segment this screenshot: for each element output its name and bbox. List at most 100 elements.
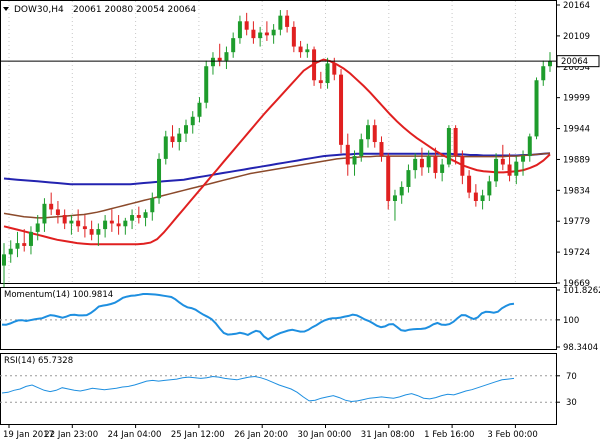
candle-body — [210, 57, 215, 67]
candle-body — [325, 63, 330, 84]
candle-body — [76, 220, 81, 227]
candle-body — [521, 156, 526, 162]
candle-body — [15, 243, 20, 249]
candle-body — [426, 156, 431, 168]
time-tick-label: 22 Jan 23:00 — [44, 430, 98, 440]
rsi-panel-frame — [0, 353, 557, 425]
momentum-y-tick-label: 100 — [563, 316, 579, 326]
price-y-tick-label: 20109 — [563, 32, 590, 42]
price-tag: 20064 — [556, 55, 600, 68]
symbol-label: DOW30,H4 — [14, 5, 64, 15]
candle-body — [42, 203, 47, 224]
candle-body — [217, 57, 222, 61]
momentum-y-tick-label: 101.8262 — [563, 286, 600, 296]
candle-body — [285, 15, 290, 27]
candle-body — [507, 164, 512, 176]
candle-body — [278, 15, 283, 30]
candle-body — [453, 127, 458, 157]
candle-body — [527, 136, 532, 157]
candle-body — [487, 181, 492, 196]
candle-body — [460, 156, 465, 176]
candle-body — [224, 52, 229, 61]
momentum-title: Momentum(14) 100.9814 — [4, 290, 113, 300]
momentum-line — [1, 293, 515, 341]
candle-body — [204, 66, 209, 103]
candle-body — [332, 63, 337, 75]
candle-body — [177, 133, 182, 143]
candle-body — [500, 158, 505, 165]
candle-body — [190, 116, 195, 126]
time-tick-label: 26 Jan 20:00 — [234, 430, 288, 440]
rsi-y-tick-label: 30 — [566, 398, 577, 408]
candle-body — [116, 223, 121, 227]
price-y-tick-label: 19669 — [563, 279, 590, 289]
candle-body — [96, 229, 101, 235]
price-y-tick-label: 19724 — [563, 248, 590, 258]
candle-body — [480, 195, 485, 202]
candle-body — [366, 125, 370, 140]
candle-body — [69, 220, 74, 224]
momentum-panel-frame — [0, 287, 557, 350]
candle-body — [399, 186, 404, 196]
candle-body — [298, 46, 303, 53]
candle-body — [352, 156, 357, 165]
candle-body — [49, 203, 54, 210]
time-tick-label: 31 Jan 08:00 — [361, 430, 415, 440]
rsi-title: RSI(14) 65.7328 — [4, 356, 73, 366]
candle-body — [548, 61, 552, 67]
time-tick-label: 19 Jan 2017 — [3, 430, 54, 440]
collapse-triangle-icon[interactable] — [3, 7, 9, 11]
candle-body — [143, 212, 148, 218]
candle-body — [55, 209, 60, 216]
price-y-axis: 20164 20109 20054 19999 19944 19889 19834 19779… — [556, 1, 590, 289]
candle-body — [244, 21, 249, 30]
candle-body — [494, 158, 499, 182]
price-panel: 20164 20109 20054 19999 19944 19889 19834 19779… — [0, 0, 600, 289]
candle-body — [264, 32, 269, 36]
candle-body — [136, 215, 141, 218]
candle-body — [541, 66, 546, 81]
candle-body — [413, 158, 418, 171]
candle-body — [150, 198, 155, 213]
candle-body — [2, 254, 6, 266]
candle-body — [359, 139, 364, 157]
candle-body — [89, 229, 94, 235]
candle-body — [258, 32, 263, 39]
current-price-tag — [556, 55, 600, 68]
candle-body — [372, 125, 377, 143]
price-y-tick-label: 19999 — [563, 94, 590, 104]
rsi-y-axis: 70 30 — [556, 372, 577, 408]
candle-body — [8, 248, 13, 255]
candle-body — [386, 156, 391, 202]
candle-body — [82, 226, 87, 230]
candle-body — [473, 192, 478, 202]
candle-body — [339, 74, 344, 145]
time-tick-label: 24 Jan 04:00 — [108, 430, 162, 440]
candle-body — [197, 102, 202, 117]
candle-body — [251, 29, 256, 39]
candle-body — [163, 136, 168, 159]
sma-slow-line — [3, 152, 551, 186]
sma-fast-line — [3, 58, 551, 246]
moving-averages — [3, 58, 551, 246]
candle-body — [157, 158, 162, 199]
candle-body — [514, 161, 519, 176]
candle-body — [318, 80, 323, 84]
ohlc-label: 20061 20080 20054 20064 — [73, 5, 196, 15]
candle-body — [440, 164, 445, 173]
candle-body — [103, 220, 108, 230]
rsi-panel: 70 30 RSI(14) 65.7328 — [0, 353, 577, 425]
candle-body — [170, 136, 175, 143]
momentum-y-axis: 101.8262 100 98.3404 — [556, 286, 600, 353]
candle-body — [467, 175, 472, 193]
time-tick-label: 30 Jan 00:00 — [298, 430, 352, 440]
candle-body — [22, 243, 27, 246]
current-price-label: 20064 — [561, 57, 588, 67]
time-tick-label: 3 Feb 00:00 — [487, 430, 537, 440]
candle-body — [312, 49, 317, 81]
candle-body — [271, 29, 276, 36]
candle-body — [237, 21, 242, 39]
candle-body — [130, 215, 135, 221]
